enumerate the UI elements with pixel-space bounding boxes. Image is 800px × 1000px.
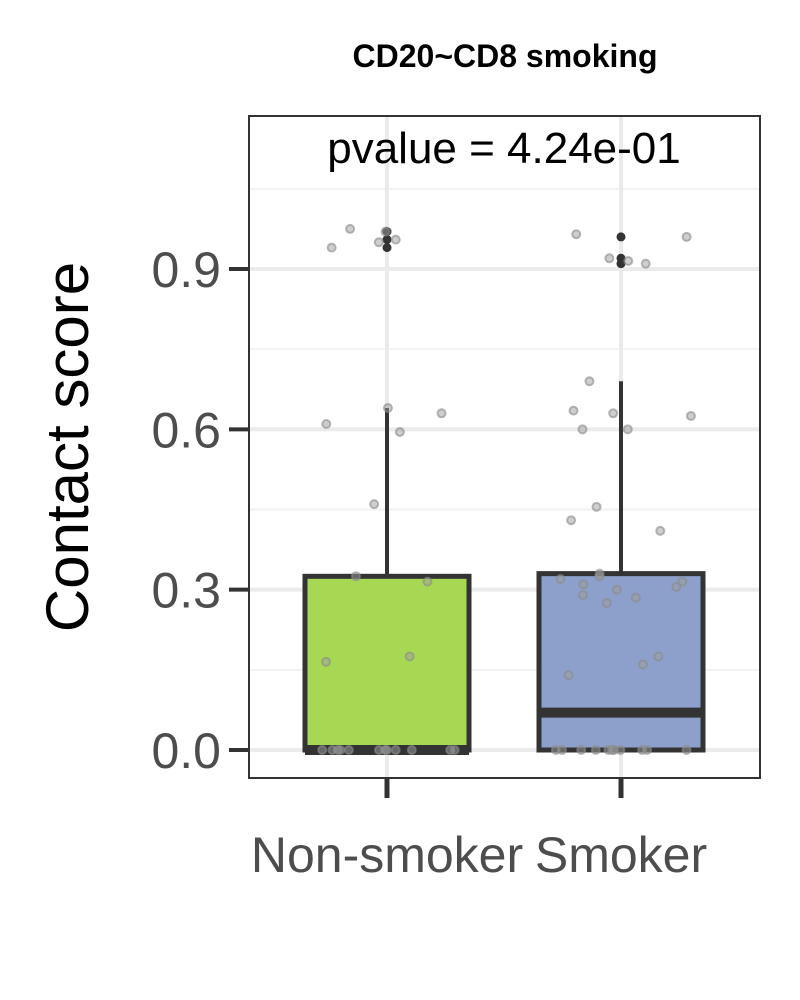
data-point: [590, 745, 601, 755]
data-point: [373, 745, 384, 755]
data-point: [321, 656, 332, 667]
data-point: [608, 408, 619, 419]
data-point: [350, 571, 361, 582]
data-point: [449, 745, 460, 755]
data-point: [601, 598, 612, 609]
data-point: [422, 576, 433, 587]
data-point: [607, 745, 618, 755]
data-point: [637, 745, 648, 755]
data-point: [327, 745, 338, 755]
chart-title: CD20~CD8 smoking: [353, 38, 658, 74]
data-point: [373, 237, 384, 248]
data-point: [671, 581, 682, 592]
pvalue-annotation: pvalue = 4.24e-01: [327, 124, 681, 173]
data-point: [563, 670, 574, 681]
data-point: [653, 651, 664, 662]
y-axis: 0.0 0.3 0.6 0.9: [151, 242, 249, 779]
data-point: [566, 515, 577, 526]
y-tick-label: 0.6: [151, 402, 221, 458]
data-point: [611, 584, 622, 595]
data-point: [615, 745, 626, 755]
data-point: [594, 571, 605, 582]
data-point: [568, 405, 579, 416]
data-point: [390, 234, 401, 245]
data-point: [577, 590, 588, 601]
data-point: [623, 255, 634, 266]
data-point: [321, 418, 332, 429]
data-point: [578, 579, 589, 590]
y-axis-title: Contact score: [34, 262, 101, 632]
outlier-point: [616, 232, 626, 242]
boxes: [302, 227, 706, 755]
jitter-points: [317, 223, 696, 755]
data-point: [640, 258, 651, 269]
data-point: [638, 659, 649, 670]
data-point: [630, 592, 641, 603]
data-point: [550, 745, 561, 755]
box-smoker: [536, 571, 706, 753]
data-point: [584, 376, 595, 387]
data-point: [681, 231, 692, 242]
x-axis: Non-smoker Smoker: [251, 778, 707, 883]
data-point: [335, 745, 346, 755]
data-point: [555, 573, 566, 584]
data-point: [343, 745, 354, 755]
data-point: [677, 576, 688, 587]
y-tick-label: 0.0: [151, 723, 221, 779]
outlier-point: [382, 243, 392, 253]
y-tick-label: 0.9: [151, 242, 221, 298]
box-non-smoker: [302, 573, 472, 753]
data-point: [345, 223, 356, 234]
data-point: [369, 499, 380, 510]
data-point: [317, 745, 328, 755]
x-tick-label: Non-smoker: [251, 827, 523, 883]
data-point: [382, 402, 393, 413]
data-point: [380, 226, 391, 237]
data-point: [571, 229, 582, 240]
data-point: [577, 424, 588, 435]
outlier-point: [616, 259, 626, 269]
outlier-point: [382, 235, 392, 245]
data-point: [394, 427, 405, 438]
y-tick-label: 0.3: [151, 563, 221, 619]
data-point: [576, 745, 587, 755]
data-point: [655, 525, 666, 536]
data-point: [591, 501, 602, 512]
data-point: [685, 410, 696, 421]
data-point: [390, 745, 401, 755]
data-point: [681, 745, 692, 755]
x-tick-label: Smoker: [535, 827, 707, 883]
data-point: [622, 424, 633, 435]
data-point: [406, 745, 417, 755]
plot-panel-border: [248, 115, 761, 779]
data-point: [326, 242, 337, 253]
data-point: [404, 651, 415, 662]
data-point: [436, 408, 447, 419]
data-point: [604, 253, 615, 264]
